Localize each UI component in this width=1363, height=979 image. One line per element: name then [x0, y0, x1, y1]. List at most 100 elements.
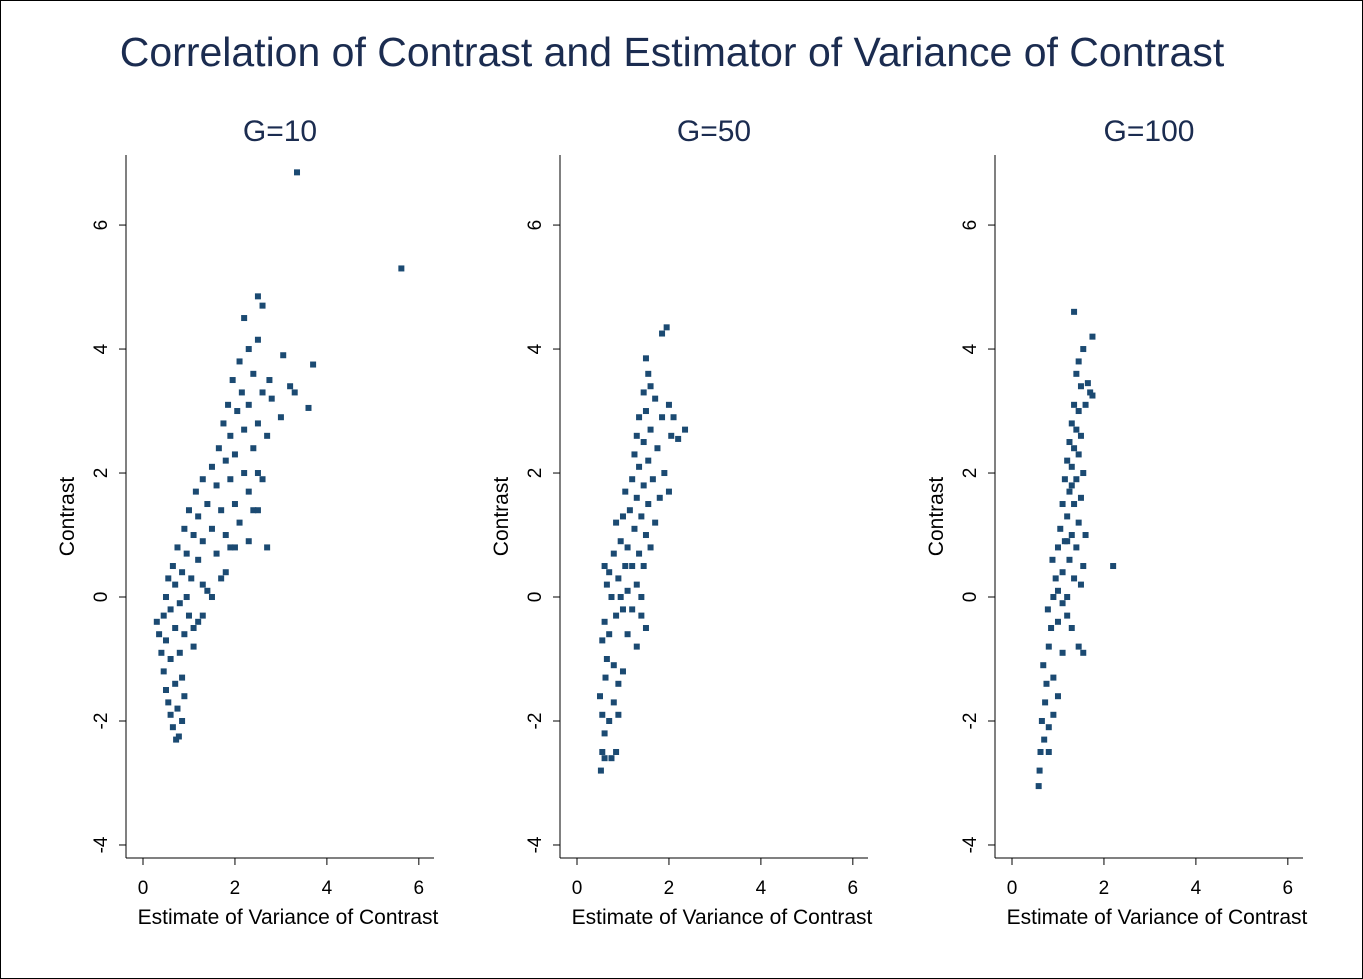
point — [659, 330, 666, 337]
point — [236, 519, 243, 526]
point — [291, 389, 298, 396]
point — [601, 618, 608, 625]
point — [617, 594, 624, 601]
x-axis-label: Estimate of Variance of Contrast — [572, 906, 873, 929]
point — [1054, 587, 1061, 594]
point — [1075, 408, 1082, 415]
point — [629, 606, 636, 613]
point — [1050, 674, 1057, 681]
point — [1089, 333, 1096, 340]
point — [181, 525, 188, 532]
point — [167, 656, 174, 663]
x-tick-label: 4 — [322, 878, 333, 899]
point — [1077, 494, 1084, 501]
point — [1068, 420, 1075, 427]
point — [1045, 724, 1052, 731]
point — [1041, 736, 1048, 743]
point — [663, 324, 670, 331]
point — [1059, 569, 1066, 576]
point — [1048, 625, 1055, 632]
point — [1044, 606, 1051, 613]
y-tick-label: -4 — [960, 836, 981, 853]
point — [215, 445, 222, 452]
point — [179, 717, 186, 724]
y-tick-label: 6 — [91, 220, 112, 231]
point — [162, 594, 169, 601]
point — [1054, 544, 1061, 551]
point — [176, 600, 183, 607]
point — [665, 401, 672, 408]
point — [675, 435, 682, 442]
point — [245, 346, 252, 353]
point — [280, 352, 287, 359]
point — [1075, 358, 1082, 365]
point — [277, 414, 284, 421]
y-axis-label: Contrast — [56, 477, 79, 557]
point — [1064, 538, 1071, 545]
point — [624, 587, 631, 594]
point — [615, 575, 622, 582]
point — [238, 389, 245, 396]
point — [287, 383, 294, 390]
point — [622, 563, 629, 570]
point — [642, 532, 649, 539]
point — [245, 401, 252, 408]
point — [1059, 501, 1066, 508]
point — [654, 445, 661, 452]
point — [225, 401, 232, 408]
point — [1052, 575, 1059, 582]
point — [1068, 532, 1075, 539]
point — [254, 293, 261, 300]
point — [1064, 594, 1071, 601]
point — [245, 538, 252, 545]
point — [633, 432, 640, 439]
y-axis-label: Contrast — [925, 477, 948, 557]
point — [199, 612, 206, 619]
point — [204, 587, 211, 594]
point — [1071, 575, 1078, 582]
point — [619, 606, 626, 613]
point — [213, 482, 220, 489]
point — [236, 358, 243, 365]
point — [1036, 767, 1043, 774]
point — [602, 674, 609, 681]
point — [181, 631, 188, 638]
point — [1080, 563, 1087, 570]
point — [250, 507, 257, 514]
point — [638, 612, 645, 619]
point — [1049, 556, 1056, 563]
point — [599, 711, 606, 718]
point — [172, 625, 179, 632]
point — [310, 361, 317, 368]
x-tick-label: 0 — [138, 878, 149, 899]
y-tick-label: 2 — [91, 468, 112, 479]
point — [179, 569, 186, 576]
point — [160, 612, 167, 619]
point — [195, 556, 202, 563]
point — [1038, 717, 1045, 724]
point — [652, 395, 659, 402]
point — [199, 538, 206, 545]
point — [259, 476, 266, 483]
point — [174, 544, 181, 551]
point — [624, 631, 631, 638]
point — [1066, 556, 1073, 563]
point — [1075, 519, 1082, 526]
point — [259, 389, 266, 396]
y-tick-label: 2 — [960, 468, 981, 479]
point — [1050, 594, 1057, 601]
point — [613, 748, 620, 755]
point — [1037, 748, 1044, 755]
point — [1077, 432, 1084, 439]
point — [1089, 392, 1096, 399]
point — [1068, 482, 1075, 489]
x-tick-label: 2 — [1099, 878, 1110, 899]
x-tick-label: 6 — [1283, 878, 1294, 899]
point — [1066, 439, 1073, 446]
point — [617, 538, 624, 545]
point — [190, 532, 197, 539]
point — [254, 507, 261, 514]
point — [1057, 525, 1064, 532]
point — [169, 724, 176, 731]
